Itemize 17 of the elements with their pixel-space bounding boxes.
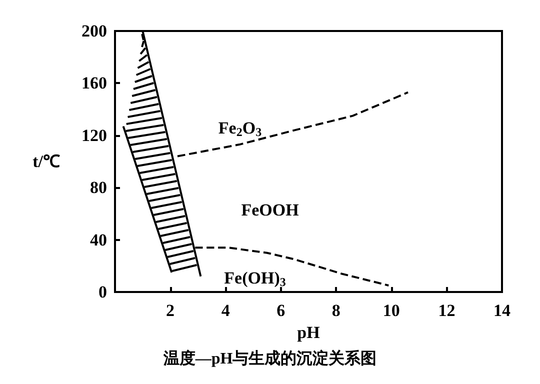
x-axis-title: pH [297, 322, 320, 342]
y-tick-label: 200 [82, 22, 107, 40]
x-tick-label: 12 [438, 301, 456, 320]
x-tick-label: 14 [494, 301, 511, 320]
y-tick-label: 40 [90, 230, 107, 250]
annotation: FeOOH [241, 200, 299, 220]
x-tick-label: 10 [382, 301, 400, 320]
y-tick-label: 80 [90, 178, 107, 198]
x-tick-label: 8 [332, 301, 340, 320]
x-tick-label: 4 [221, 301, 230, 320]
text: 温度—pH与生成的沉淀关系图 [162, 348, 377, 368]
y-axis-title: t/℃ [32, 152, 60, 171]
y-tick-label: 160 [82, 74, 107, 93]
x-tick-label: 2 [166, 301, 175, 320]
x-tick-label: 6 [276, 301, 286, 320]
y-tick-label: 120 [82, 126, 107, 145]
y-tick-label: 0 [98, 282, 107, 302]
